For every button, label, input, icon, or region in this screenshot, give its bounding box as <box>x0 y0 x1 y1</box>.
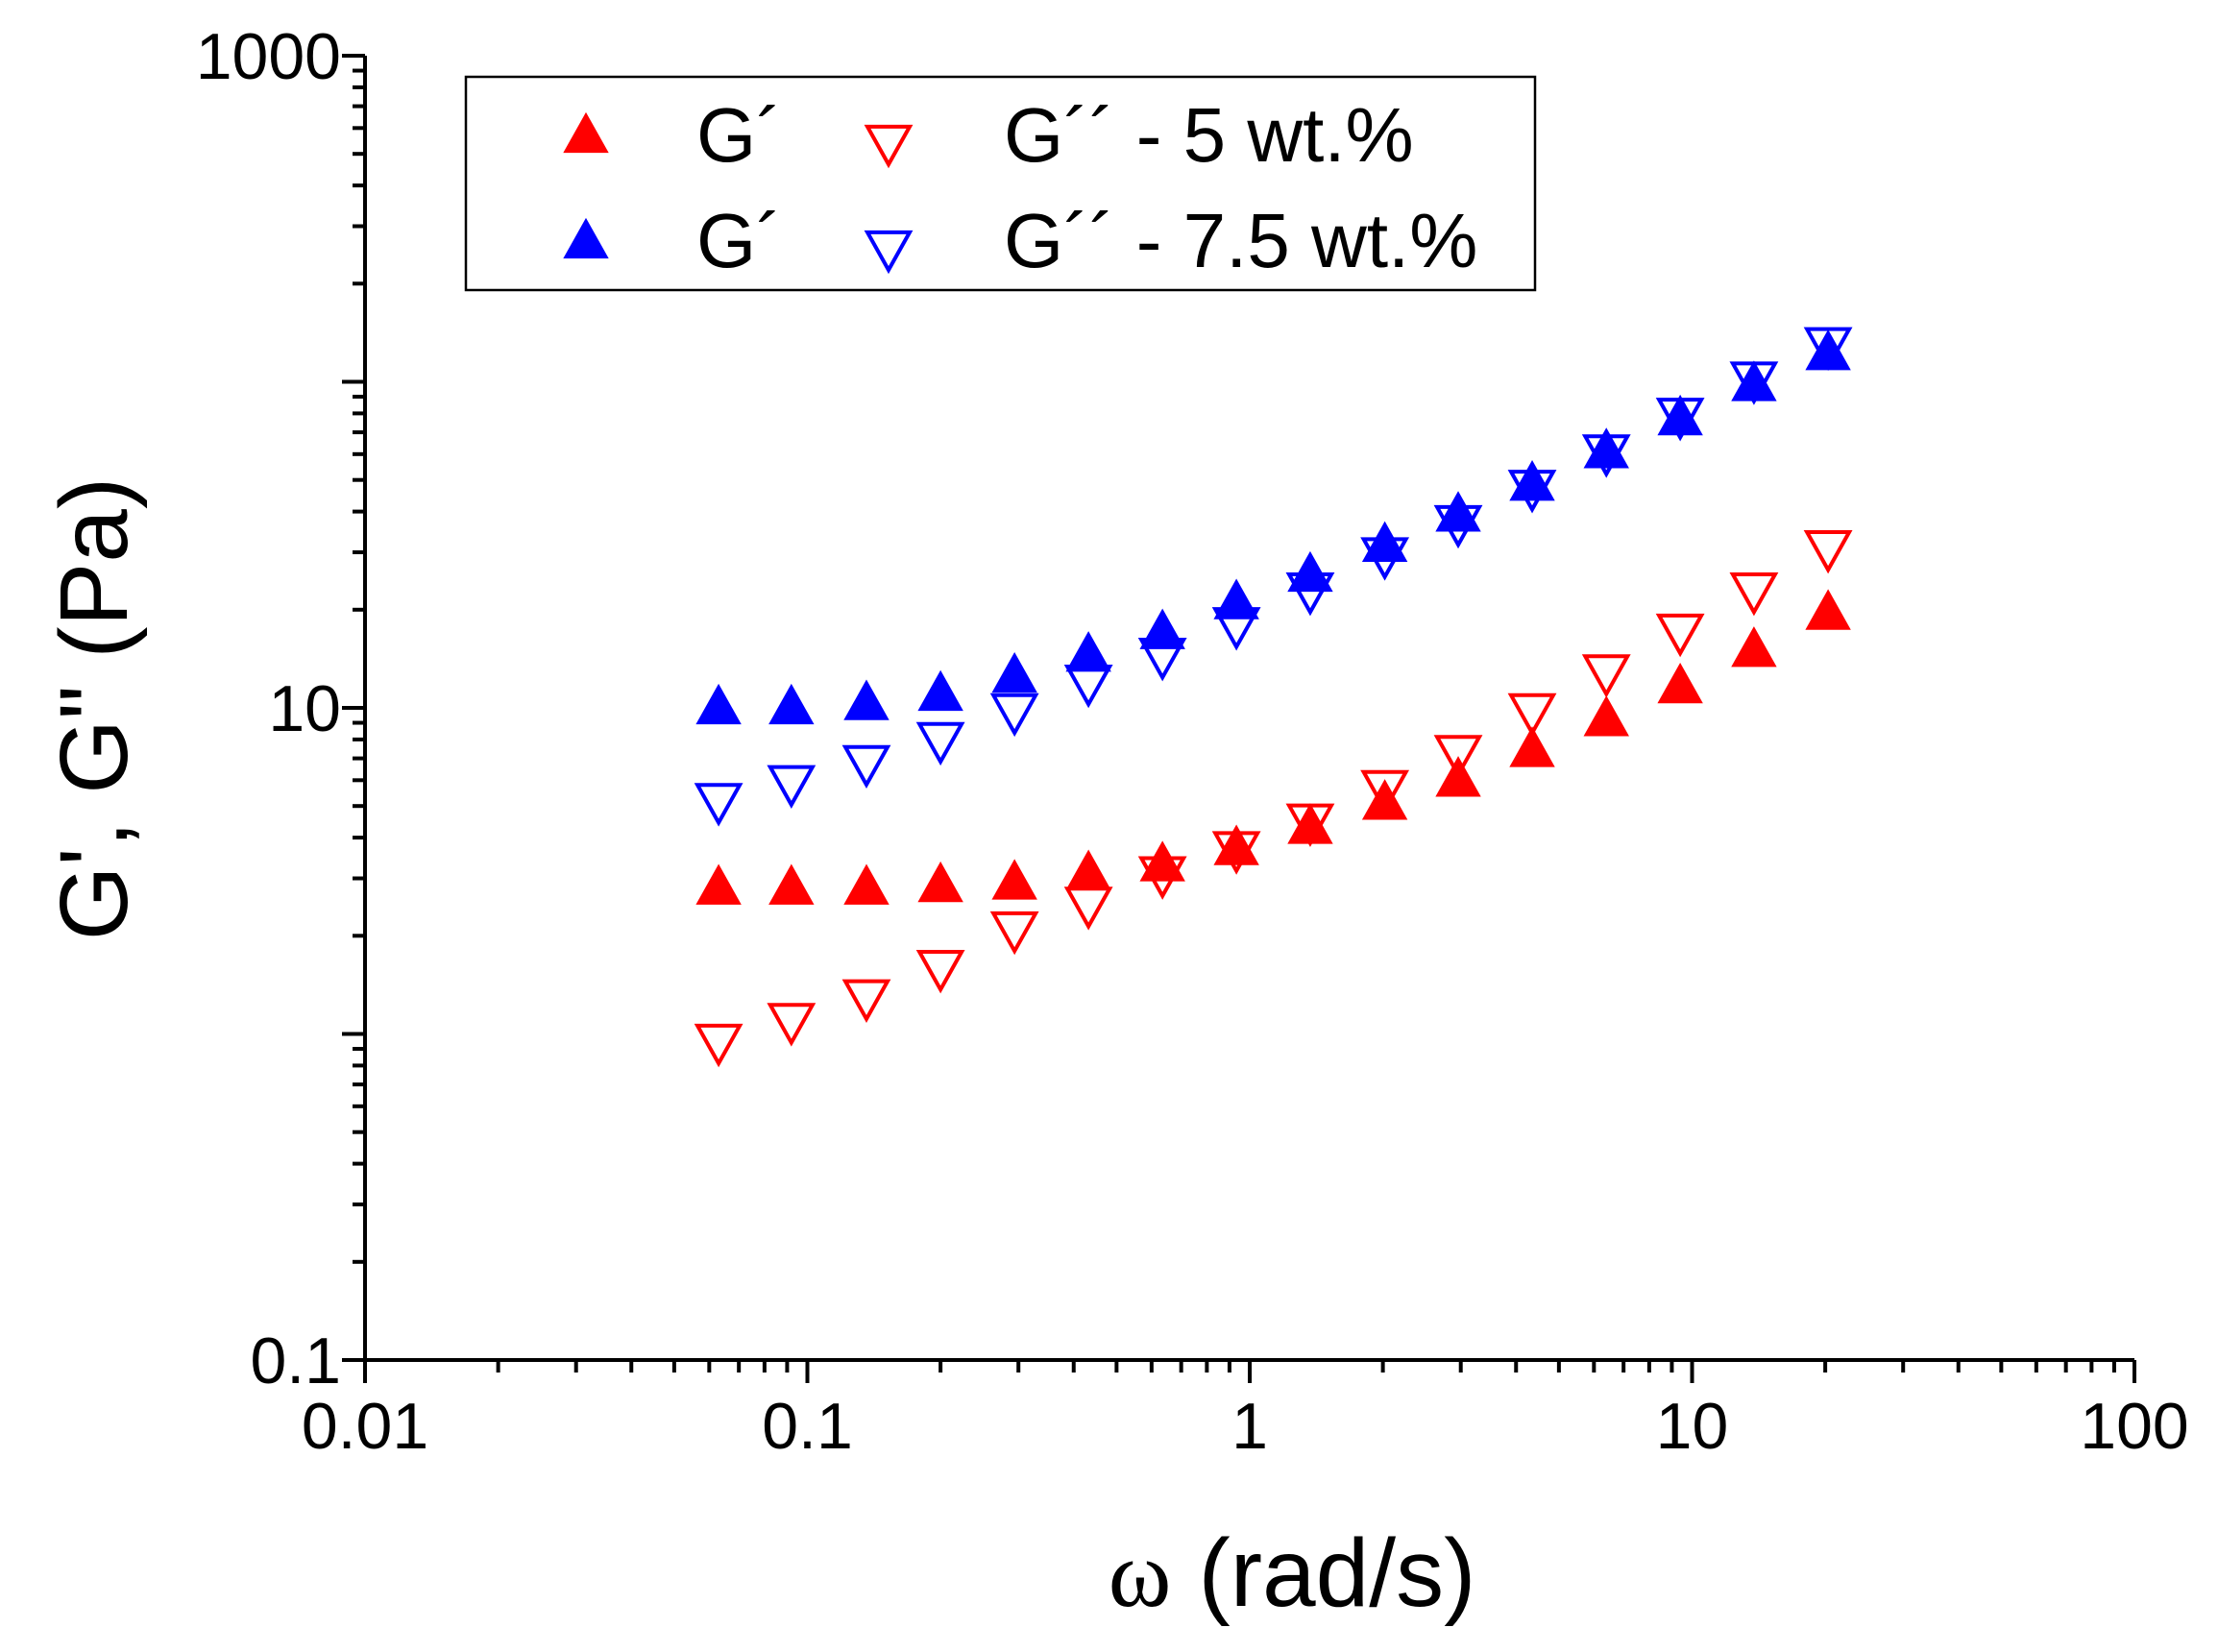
legend-g2-75-symbol: G´´ <box>1004 198 1115 283</box>
data-point <box>1507 470 1557 514</box>
data-point <box>1287 803 1333 844</box>
major-ticks <box>342 54 2136 1383</box>
data-point <box>1433 504 1483 549</box>
data-point <box>1285 572 1335 617</box>
legend-label-g1-5: G´ <box>696 92 782 178</box>
data-point <box>915 950 965 994</box>
data-point <box>1581 434 1631 478</box>
data-point <box>1065 631 1111 672</box>
data-point <box>1433 735 1483 779</box>
x-tick-label: 0.1 <box>762 1390 853 1463</box>
data-point <box>1803 327 1853 372</box>
data-point <box>694 783 743 827</box>
data-point <box>1729 572 1779 617</box>
legend-box <box>464 75 1537 292</box>
data-point <box>1213 578 1259 620</box>
legend-marker <box>864 230 914 275</box>
legend-g2-5-symbol: G´´ <box>1004 92 1115 178</box>
data-point <box>767 1003 817 1047</box>
y-tick-label: 0.1 <box>250 1324 341 1397</box>
data-point <box>1287 550 1333 593</box>
axes-frame <box>363 56 2134 1362</box>
legend-label-g2-75: G´´ - 7.5 wt.% <box>1004 198 1477 283</box>
data-point <box>1211 831 1261 875</box>
data-point <box>1731 626 1777 668</box>
y-tick-label: 1000 <box>196 20 341 93</box>
data-point <box>695 683 742 725</box>
legend: G´ G´´ - 5 wt.% G´ G´´ - 7.5 wt.% <box>464 75 1537 292</box>
data-point <box>1360 537 1410 581</box>
x-tick-label: 0.01 <box>302 1390 428 1463</box>
legend-marker <box>563 217 609 259</box>
data-point <box>989 692 1039 738</box>
legend-g2-75-suffix: - 7.5 wt.% <box>1115 198 1478 283</box>
data-point <box>1583 695 1629 737</box>
data-point <box>1435 491 1481 532</box>
x-tick-label: 10 <box>1656 1390 1729 1463</box>
data-point <box>1655 398 1705 442</box>
data-point <box>1729 361 1779 405</box>
data-point <box>843 679 890 720</box>
minor-ticks <box>353 68 2116 1373</box>
x-axis-unit: (rad/s) <box>1198 1519 1475 1627</box>
data-markers <box>694 327 1853 1068</box>
data-point <box>991 859 1037 900</box>
data-point <box>1361 521 1408 562</box>
data-point <box>768 683 815 725</box>
data-point <box>843 863 890 905</box>
data-point <box>1063 664 1113 709</box>
data-point <box>1581 654 1631 698</box>
legend-g2-5-suffix: - 5 wt.% <box>1115 92 1414 178</box>
data-point <box>1065 849 1111 890</box>
data-point <box>1211 607 1261 651</box>
x-axis-title: ω (rad/s) <box>1109 1519 1476 1627</box>
data-point <box>1803 530 1853 574</box>
data-point <box>989 911 1039 956</box>
data-point <box>1361 779 1408 820</box>
y-axis-title: G', G" (Pa) <box>40 477 148 940</box>
legend-markers <box>563 111 914 275</box>
legend-marker <box>864 124 914 169</box>
data-point <box>1139 608 1185 649</box>
x-tick-labels: 0.01 0.1 1 10 100 <box>302 1390 2189 1463</box>
data-point <box>1137 638 1187 682</box>
x-tick-label: 1 <box>1231 1390 1268 1463</box>
y-tick-label: 10 <box>268 672 341 745</box>
x-tick-label: 100 <box>2080 1390 2188 1463</box>
data-point <box>767 765 817 809</box>
data-point <box>1139 840 1185 882</box>
data-point <box>917 861 963 903</box>
data-point <box>1285 803 1335 847</box>
data-point <box>841 744 891 790</box>
legend-marker <box>563 111 609 154</box>
data-point <box>1731 360 1777 401</box>
data-point <box>917 669 963 712</box>
data-point <box>841 979 891 1024</box>
data-point <box>768 863 815 905</box>
data-point <box>1507 692 1557 738</box>
data-point <box>1657 394 1703 436</box>
y-tick-labels: 0.1 10 1000 <box>196 20 341 1397</box>
data-point <box>1509 726 1555 767</box>
data-point <box>1137 856 1187 900</box>
data-point <box>991 651 1037 693</box>
x-axis-symbol: ω <box>1109 1520 1172 1627</box>
data-point <box>1657 662 1703 704</box>
data-point <box>915 721 965 766</box>
data-point <box>694 1023 743 1068</box>
legend-label-g1-75: G´ <box>696 198 782 283</box>
data-point <box>695 863 742 905</box>
legend-label-g2-5: G´´ - 5 wt.% <box>1004 92 1414 178</box>
data-point <box>1655 613 1705 658</box>
data-point <box>1360 769 1410 814</box>
data-point <box>1063 887 1113 931</box>
data-point <box>1805 589 1851 630</box>
